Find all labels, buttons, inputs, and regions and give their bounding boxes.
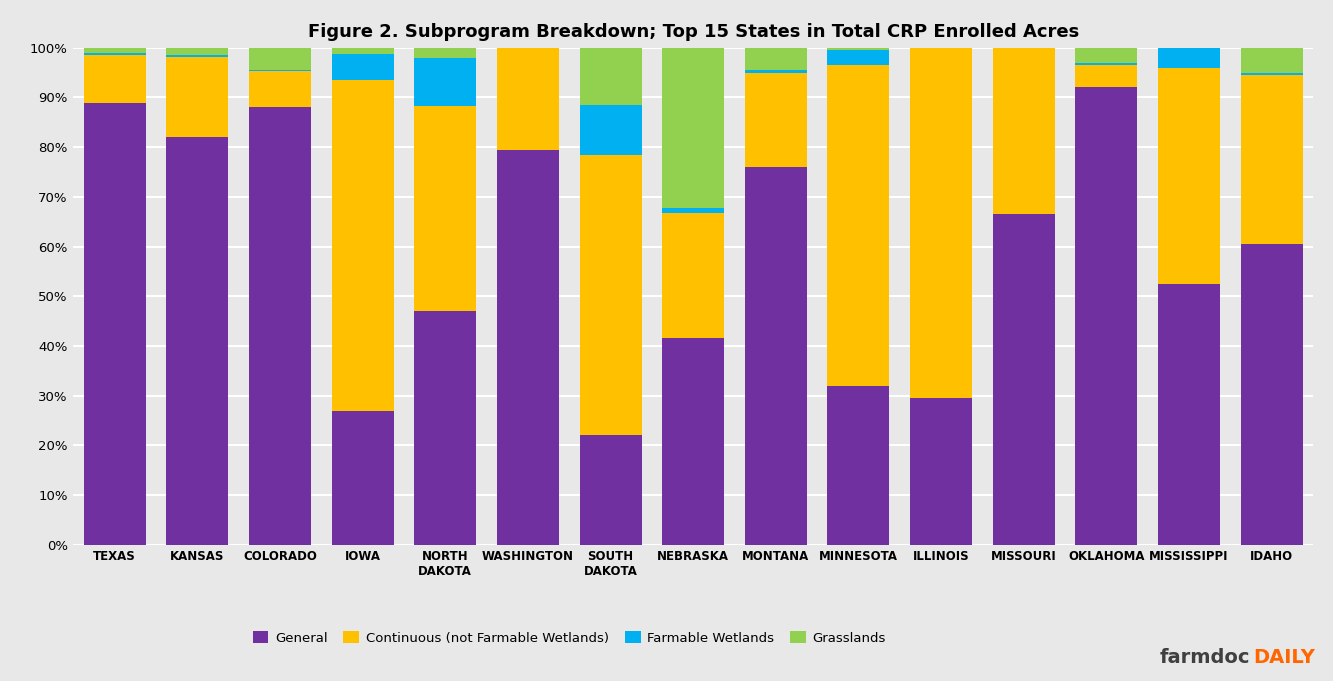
Text: farmdoc: farmdoc [1160, 648, 1250, 667]
Bar [497, 48, 559, 150]
Bar [332, 54, 393, 80]
Bar [167, 48, 228, 55]
Bar [745, 72, 806, 167]
Bar [1158, 67, 1220, 284]
Bar [1076, 63, 1137, 65]
Bar [993, 215, 1054, 545]
Bar [1241, 244, 1302, 545]
Bar [415, 48, 476, 58]
Bar [580, 435, 641, 545]
Bar [1158, 284, 1220, 545]
Bar [415, 106, 476, 311]
Bar [580, 48, 641, 105]
Bar [828, 65, 889, 385]
Bar [1241, 75, 1302, 244]
Bar [745, 70, 806, 72]
Bar [910, 398, 972, 545]
Bar [249, 71, 311, 108]
Bar [84, 48, 145, 52]
Bar [993, 48, 1054, 215]
Bar [84, 52, 145, 55]
Bar [580, 155, 641, 435]
Bar [745, 167, 806, 545]
Bar [580, 105, 641, 155]
Bar [1076, 87, 1137, 545]
Bar [1241, 72, 1302, 75]
Bar [84, 104, 145, 545]
Bar [910, 48, 972, 398]
Bar [415, 311, 476, 545]
Bar [1241, 48, 1302, 72]
Bar [415, 58, 476, 106]
Bar [1076, 48, 1137, 63]
Bar [663, 338, 724, 545]
Title: Figure 2. Subprogram Breakdown; Top 15 States in Total CRP Enrolled Acres: Figure 2. Subprogram Breakdown; Top 15 S… [308, 22, 1078, 41]
Bar [663, 48, 724, 208]
Legend: General, Continuous (not Farmable Wetlands), Farmable Wetlands, Grasslands: General, Continuous (not Farmable Wetlan… [248, 626, 890, 650]
Bar [167, 55, 228, 57]
Bar [332, 411, 393, 545]
Bar [249, 48, 311, 69]
Bar [332, 80, 393, 411]
Text: DAILY: DAILY [1253, 648, 1314, 667]
Bar [828, 385, 889, 545]
Bar [497, 150, 559, 545]
Bar [332, 48, 393, 54]
Bar [1076, 65, 1137, 87]
Bar [84, 55, 145, 104]
Bar [249, 108, 311, 545]
Bar [249, 69, 311, 71]
Bar [663, 208, 724, 213]
Bar [828, 48, 889, 50]
Bar [1158, 48, 1220, 67]
Bar [745, 48, 806, 70]
Bar [167, 57, 228, 137]
Bar [828, 50, 889, 65]
Bar [663, 213, 724, 338]
Bar [167, 137, 228, 545]
